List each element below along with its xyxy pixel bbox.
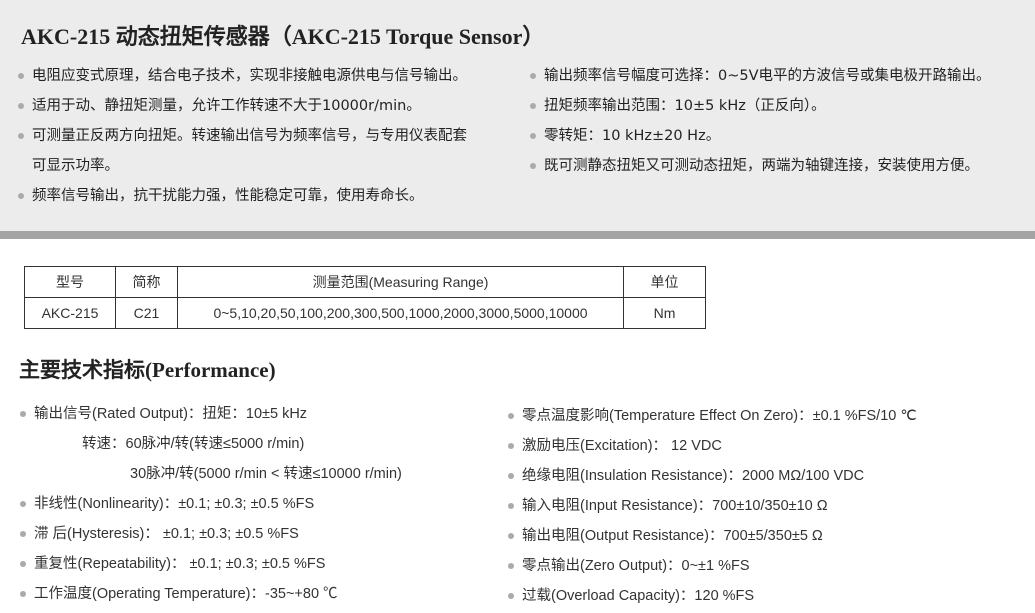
feature-item: 既可测静态扭矩又可测动态扭矩，两端为轴键连接，安装使用方便。 [544, 158, 979, 174]
feature-item: 零转矩：10 kHz±20 Hz。 [544, 128, 721, 144]
spec-item: 转速：60脉冲/转(转速≤5000 r/min) [82, 436, 305, 452]
bullet-icon [508, 503, 514, 509]
spec-item: 输出电阻(Output Resistance)：700±5/350±5 Ω [522, 528, 823, 544]
bullet-icon [18, 103, 24, 109]
bullet-icon [508, 563, 514, 569]
spec-item: 零点温度影响(Temperature Effect On Zero)：±0.1 … [522, 408, 917, 424]
spec-item: 输入电阻(Input Resistance)：700±10/350±10 Ω [522, 498, 828, 514]
bullet-icon [508, 443, 514, 449]
feature-item: 适用于动、静扭矩测量，允许工作转速不大于10000r/min。 [32, 98, 421, 114]
header-cell: 简称 [115, 266, 178, 298]
bullet-icon [530, 133, 536, 139]
cell-unit: Nm [623, 297, 706, 329]
feature-item: 可显示功率。 [32, 158, 119, 174]
bullet-icon [18, 193, 24, 199]
bullet-icon [508, 533, 514, 539]
spec-item: 工作温度(Operating Temperature)：-35~+80 ℃ [34, 586, 338, 602]
spec-item: 激励电压(Excitation)： 12 VDC [522, 438, 722, 454]
bullet-icon [508, 413, 514, 419]
cell-range: 0~5,10,20,50,100,200,300,500,1000,2000,3… [177, 297, 624, 329]
feature-item: 输出频率信号幅度可选择：0~5V电平的方波信号或集电极开路输出。 [544, 68, 991, 84]
bullet-icon [18, 133, 24, 139]
header-cell: 单位 [623, 266, 706, 298]
spec-item: 30脉冲/转(5000 r/min < 转速≤10000 r/min) [130, 466, 402, 482]
spec-item: 输出信号(Rated Output)：扭矩：10±5 kHz [34, 406, 308, 422]
bullet-icon [20, 411, 26, 417]
spec-item: 绝缘电阻(Insulation Resistance)：2000 MΩ/100 … [522, 468, 865, 484]
table-row: AKC-215 C21 0~5,10,20,50,100,200,300,500… [24, 297, 706, 329]
cell-model: AKC-215 [24, 297, 116, 329]
bullet-icon [20, 501, 26, 507]
bullet-icon [530, 103, 536, 109]
performance-heading: 主要技术指标(Performance) [19, 358, 276, 382]
divider-band [0, 231, 1035, 239]
feature-item: 频率信号输出，抗干扰能力强，性能稳定可靠，使用寿命长。 [32, 188, 424, 204]
spec-item: 滞 后(Hysteresis)： ±0.1; ±0.3; ±0.5 %FS [34, 526, 299, 542]
page-title: AKC-215 动态扭矩传感器（AKC-215 Torque Sensor） [21, 24, 545, 49]
bullet-icon [508, 473, 514, 479]
spec-item: 非线性(Nonlinearity)：±0.1; ±0.3; ±0.5 %FS [34, 496, 315, 512]
header-cell: 测量范围(Measuring Range) [177, 266, 624, 298]
spec-item: 过载(Overload Capacity)：120 %FS [522, 588, 755, 604]
bullet-icon [530, 73, 536, 79]
model-table: 型号 简称 测量范围(Measuring Range) 单位 AKC-215 C… [24, 266, 706, 329]
bullet-icon [20, 561, 26, 567]
spec-item: 零点输出(Zero Output)：0~±1 %FS [522, 558, 750, 574]
bullet-icon [20, 591, 26, 597]
feature-item: 扭矩频率输出范围：10±5 kHz（正反向）。 [544, 98, 826, 114]
feature-item: 电阻应变式原理，结合电子技术，实现非接触电源供电与信号输出。 [32, 68, 467, 84]
header-cell: 型号 [24, 266, 116, 298]
feature-item: 可测量正反两方向扭矩。转速输出信号为频率信号，与专用仪表配套 [32, 128, 467, 144]
spec-item: 重复性(Repeatability)： ±0.1; ±0.3; ±0.5 %FS [34, 556, 326, 572]
cell-short: C21 [115, 297, 178, 329]
bullet-icon [530, 163, 536, 169]
bullet-icon [508, 593, 514, 599]
bullet-icon [18, 73, 24, 79]
table-header-row: 型号 简称 测量范围(Measuring Range) 单位 [24, 266, 706, 298]
intro-panel [0, 0, 1035, 231]
bullet-icon [20, 531, 26, 537]
